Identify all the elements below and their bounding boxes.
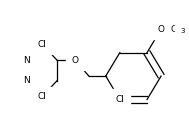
Text: O: O — [158, 25, 165, 34]
Text: Cl: Cl — [38, 92, 46, 101]
Text: O: O — [71, 56, 78, 65]
Text: N: N — [24, 76, 30, 85]
Text: CH: CH — [170, 25, 184, 34]
Text: Cl: Cl — [38, 40, 46, 49]
Text: 3: 3 — [181, 28, 185, 34]
Text: N: N — [24, 56, 30, 65]
Text: Cl: Cl — [115, 95, 124, 104]
